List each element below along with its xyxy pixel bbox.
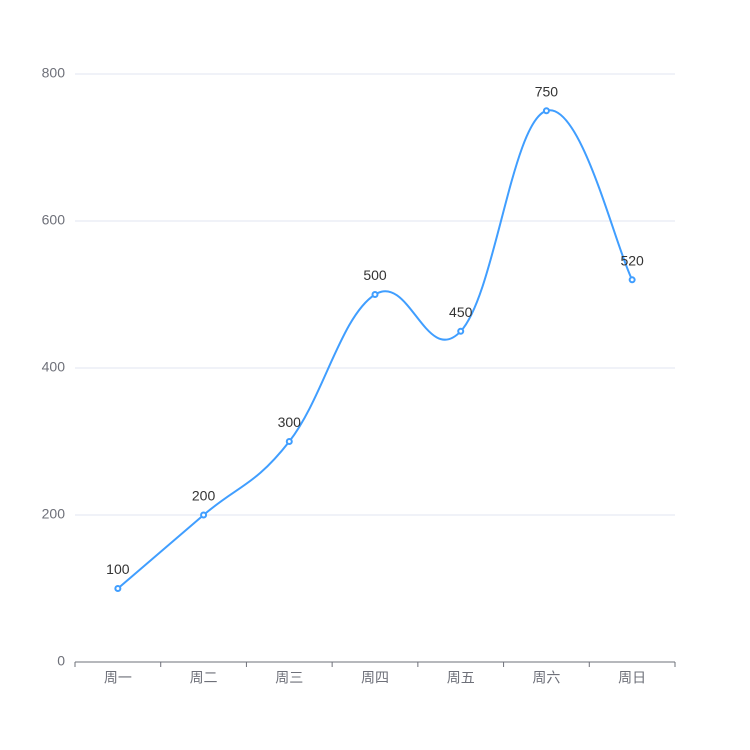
data-label: 520	[620, 253, 644, 269]
data-label: 100	[106, 561, 130, 577]
point	[628, 276, 636, 284]
point	[114, 585, 122, 592]
x-tick-label: 周四	[361, 670, 389, 686]
y-tick-label: 200	[42, 506, 66, 522]
point	[200, 511, 208, 519]
x-tick-label: 周一	[104, 670, 132, 686]
data-label: 450	[449, 304, 473, 320]
y-tick-label: 0	[57, 653, 65, 669]
x-tick-label: 周六	[532, 670, 560, 686]
data-label: 300	[278, 414, 302, 430]
x-tick-label: 周日	[618, 670, 646, 686]
line	[117, 109, 634, 590]
y-tick-label: 400	[42, 359, 66, 375]
data-label: 750	[535, 83, 559, 99]
x-tick-label: 周二	[190, 670, 218, 686]
data-label: 200	[192, 488, 216, 504]
point	[457, 327, 465, 335]
point	[371, 291, 379, 298]
x-tick-label: 周三	[275, 670, 303, 686]
y-tick-label: 800	[42, 65, 66, 81]
x-tick-label: 周五	[447, 670, 475, 686]
data-label: 500	[363, 267, 387, 283]
point	[542, 107, 550, 115]
point	[285, 438, 293, 445]
y-tick-label: 600	[42, 212, 66, 228]
